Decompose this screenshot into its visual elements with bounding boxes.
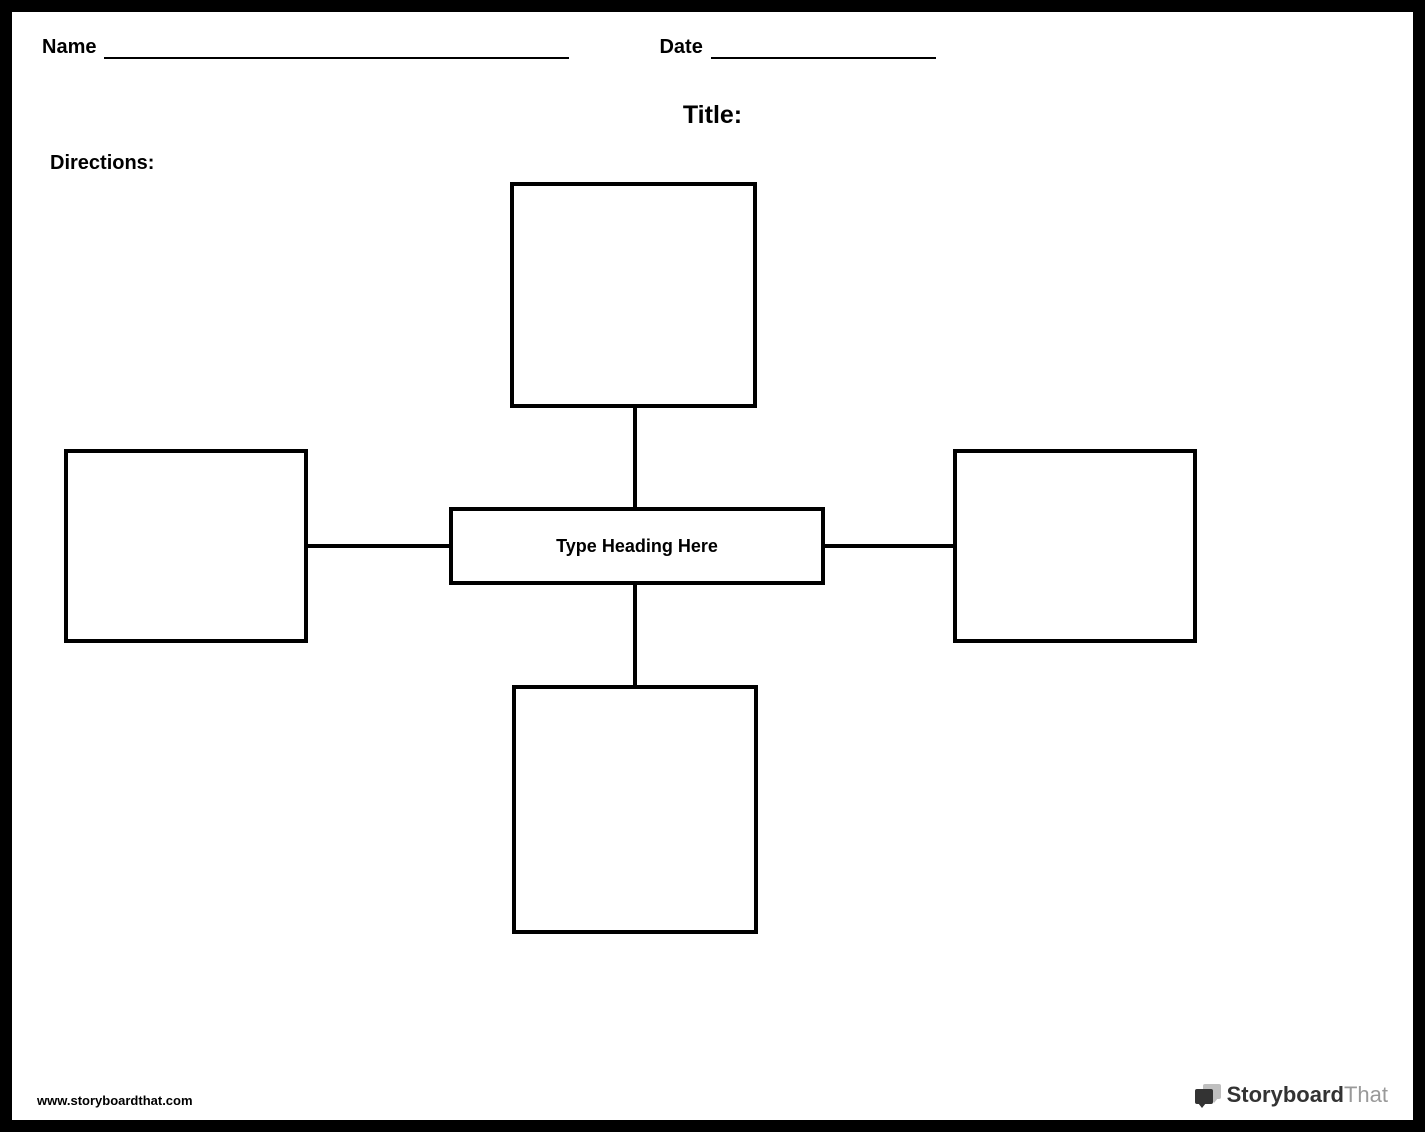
page-title: Title: — [32, 101, 1393, 130]
name-field: Name — [42, 36, 569, 59]
connector — [308, 544, 449, 548]
date-input-line[interactable] — [711, 39, 936, 59]
node-right[interactable] — [953, 449, 1197, 643]
connector — [825, 544, 953, 548]
center-heading-text: Type Heading Here — [556, 536, 718, 557]
date-label: Date — [659, 36, 702, 59]
brand-text: StoryboardThat — [1227, 1082, 1388, 1108]
name-label: Name — [42, 36, 96, 59]
node-top[interactable] — [510, 182, 757, 408]
node-left[interactable] — [64, 449, 308, 643]
connector — [633, 585, 637, 685]
storyboard-icon — [1195, 1084, 1221, 1106]
date-field: Date — [659, 36, 935, 59]
footer-url: www.storyboardthat.com — [37, 1093, 193, 1108]
node-bottom[interactable] — [512, 685, 758, 934]
connector — [633, 408, 637, 507]
brand-light: That — [1344, 1082, 1388, 1107]
header-row: Name Date — [32, 32, 1393, 59]
worksheet-page: Name Date Title: Directions: Type Headin… — [12, 12, 1413, 1120]
brand-bold: Storyboard — [1227, 1082, 1344, 1107]
name-input-line[interactable] — [104, 39, 569, 59]
spider-map-diagram: Type Heading Here — [32, 182, 1393, 1080]
center-heading-box[interactable]: Type Heading Here — [449, 507, 825, 585]
directions-label: Directions: — [32, 152, 1393, 175]
footer-brand: StoryboardThat — [1195, 1082, 1388, 1108]
